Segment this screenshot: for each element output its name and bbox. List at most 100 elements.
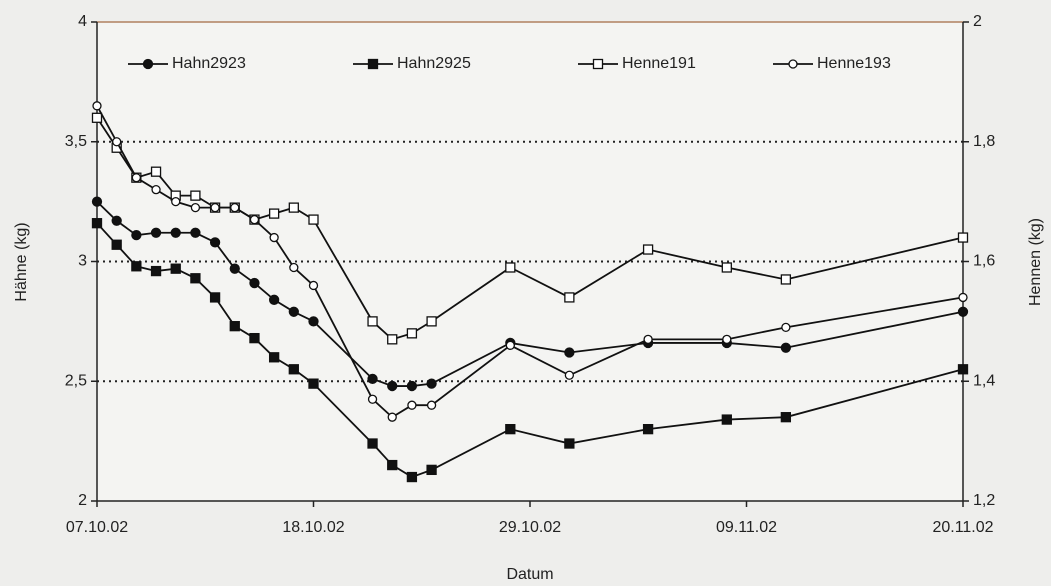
- marker: [387, 412, 397, 422]
- marker: [780, 342, 792, 353]
- marker: [721, 414, 732, 425]
- marker: [150, 166, 162, 177]
- marker: [407, 400, 417, 410]
- marker: [209, 292, 221, 303]
- marker: [288, 364, 299, 375]
- marker: [721, 262, 732, 273]
- marker: [190, 227, 201, 238]
- marker: [406, 380, 418, 392]
- series-line: [96, 105, 964, 419]
- marker: [288, 306, 299, 317]
- marker: [289, 262, 299, 273]
- y2-tick-label: 1,4: [973, 372, 995, 389]
- marker: [249, 277, 260, 289]
- y2-axis-label: Hennen (kg): [1027, 218, 1044, 306]
- marker: [230, 202, 240, 213]
- marker: [288, 202, 299, 213]
- marker: [426, 316, 437, 327]
- legend-label: Henne193: [817, 55, 891, 72]
- marker: [564, 438, 575, 449]
- marker: [131, 230, 142, 241]
- marker: [406, 471, 418, 483]
- y2-tick-label: 1,2: [973, 492, 995, 509]
- marker: [564, 370, 575, 380]
- y-tick-label: 2: [78, 492, 87, 509]
- x-tick-label: 18.10.02: [282, 519, 344, 536]
- marker: [367, 394, 378, 404]
- x-tick-label: 07.10.02: [66, 519, 128, 536]
- marker: [111, 239, 122, 250]
- marker: [308, 378, 319, 389]
- marker: [308, 214, 319, 225]
- marker: [643, 334, 653, 344]
- marker: [957, 364, 969, 375]
- marker: [387, 459, 398, 471]
- marker: [190, 190, 201, 201]
- x-tick-label: 29.10.02: [499, 519, 561, 536]
- legend-label: Hahn2925: [397, 55, 471, 72]
- marker: [229, 263, 240, 274]
- x-axis-label: Datum: [506, 566, 553, 583]
- marker: [210, 202, 220, 213]
- marker: [91, 218, 103, 229]
- marker: [91, 112, 103, 123]
- y2-tick-label: 1,8: [973, 133, 995, 150]
- marker: [426, 464, 437, 476]
- legend-marker: [788, 59, 798, 69]
- marker: [131, 261, 142, 272]
- marker: [249, 214, 260, 225]
- y-tick-label: 3,5: [65, 133, 87, 150]
- marker: [190, 273, 201, 284]
- marker: [780, 412, 792, 423]
- marker: [308, 316, 319, 327]
- marker: [229, 321, 240, 332]
- legend-marker: [367, 58, 379, 70]
- marker: [150, 265, 162, 277]
- marker: [406, 328, 418, 339]
- marker: [564, 292, 575, 303]
- legend-label: Henne191: [622, 55, 696, 72]
- marker: [131, 173, 142, 183]
- marker: [111, 215, 122, 226]
- marker: [269, 232, 279, 243]
- legend-marker: [142, 58, 154, 70]
- marker: [170, 227, 181, 238]
- marker: [268, 294, 280, 305]
- marker: [505, 262, 516, 273]
- marker: [642, 423, 654, 435]
- y-tick-label: 3: [78, 253, 87, 270]
- marker: [387, 334, 398, 345]
- marker: [958, 292, 968, 303]
- marker: [957, 232, 969, 243]
- marker: [150, 227, 162, 238]
- legend-label: Hahn2923: [172, 55, 246, 72]
- marker: [268, 352, 280, 363]
- marker: [170, 263, 181, 274]
- marker: [308, 280, 319, 291]
- marker: [505, 340, 515, 350]
- marker: [190, 202, 201, 213]
- marker: [957, 306, 969, 317]
- marker: [505, 423, 516, 435]
- marker: [387, 380, 398, 392]
- marker: [268, 208, 280, 219]
- marker: [780, 274, 792, 285]
- marker: [367, 373, 378, 385]
- marker: [151, 184, 161, 195]
- series-line: [96, 200, 964, 387]
- marker: [249, 332, 260, 344]
- marker: [91, 196, 103, 207]
- series-line: [96, 117, 964, 341]
- y2-tick-label: 1,6: [973, 253, 995, 270]
- y-axis-label: Hähne (kg): [13, 222, 30, 301]
- marker: [426, 378, 437, 389]
- marker: [367, 438, 378, 449]
- marker: [426, 400, 437, 410]
- x-tick-label: 20.11.02: [932, 519, 993, 536]
- marker: [367, 316, 378, 327]
- marker: [642, 244, 654, 255]
- series-line: [96, 222, 964, 479]
- marker: [171, 196, 181, 207]
- marker: [781, 322, 791, 333]
